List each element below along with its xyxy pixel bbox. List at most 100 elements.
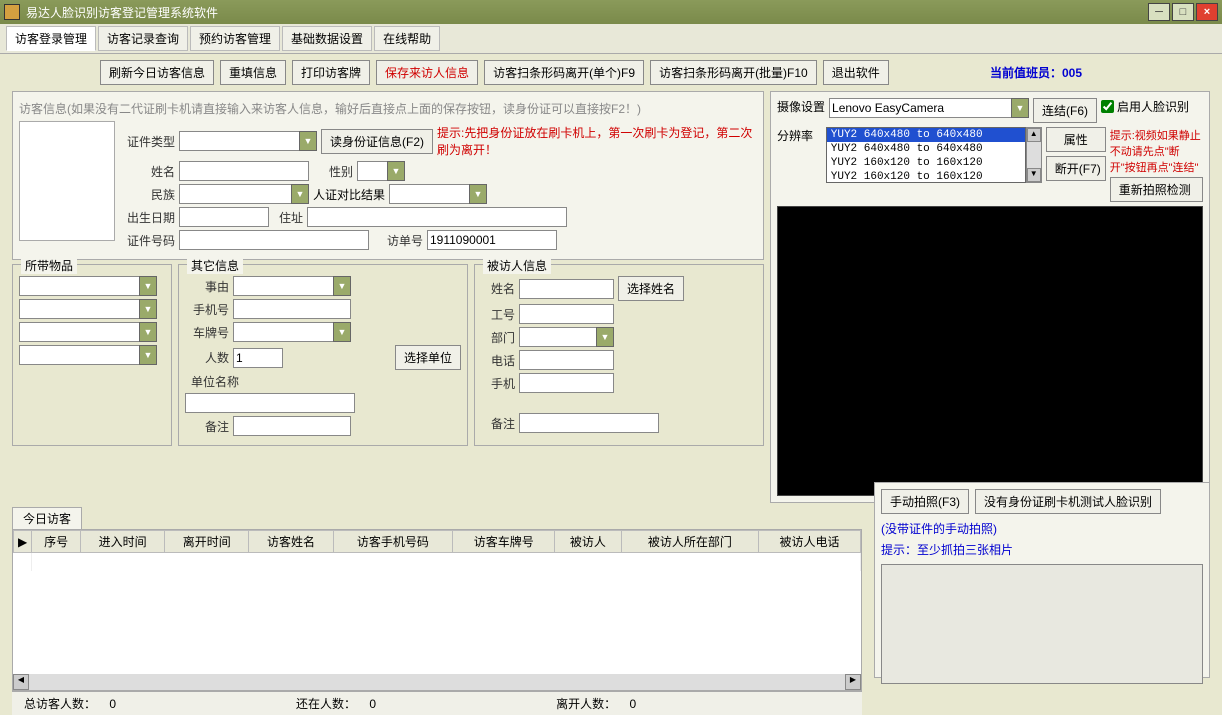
v-name-input[interactable] [519, 279, 614, 299]
face-result-dropdown[interactable]: ▼ [469, 184, 487, 204]
count-input[interactable] [233, 348, 283, 368]
col-enter[interactable]: 进入时间 [80, 531, 164, 553]
id-no-input[interactable] [179, 230, 369, 250]
v-empno-input[interactable] [519, 304, 614, 324]
name-input[interactable] [179, 161, 309, 181]
birth-input[interactable] [179, 207, 269, 227]
col-tel[interactable]: 被访人电话 [759, 531, 861, 553]
v-dept-dd[interactable]: ▼ [596, 327, 614, 347]
carry-input-1[interactable] [19, 276, 139, 296]
scan-single-button[interactable]: 访客扫条形码离开(单个)F9 [484, 60, 644, 85]
res-opt-1[interactable]: YUY2 640x480 to 640x480 [827, 142, 1025, 156]
cam-device-dd[interactable]: ▼ [1011, 98, 1029, 118]
disconnect-button[interactable]: 断开(F7) [1046, 156, 1106, 181]
carry-dd-2[interactable]: ▼ [139, 299, 157, 319]
close-button[interactable]: × [1196, 3, 1218, 21]
carry-input-3[interactable] [19, 322, 139, 342]
carry-input-4[interactable] [19, 345, 139, 365]
col-mobile[interactable]: 访客手机号码 [333, 531, 453, 553]
v-dept-input[interactable] [519, 327, 596, 347]
unit-label: 单位名称 [185, 373, 239, 390]
col-dept[interactable]: 被访人所在部门 [621, 531, 758, 553]
camera-panel: 摄像设置 ▼ 连结(F6) 启用人脸识别 分辨率 YUY2 640x480 to… [770, 91, 1210, 503]
remark-input[interactable] [233, 416, 351, 436]
unit-input[interactable] [185, 393, 355, 413]
resolution-list[interactable]: YUY2 640x480 to 640x480 YUY2 640x480 to … [826, 127, 1026, 183]
save-button[interactable]: 保存来访人信息 [376, 60, 478, 85]
manual-capture-button[interactable]: 手动拍照(F3) [881, 489, 969, 514]
refill-button[interactable]: 重填信息 [220, 60, 286, 85]
mobile-input[interactable] [233, 299, 351, 319]
menu-help[interactable]: 在线帮助 [374, 26, 440, 51]
refresh-button[interactable]: 刷新今日访客信息 [100, 60, 214, 85]
prop-button[interactable]: 属性 [1046, 127, 1106, 152]
id-type-dropdown[interactable]: ▼ [299, 131, 317, 151]
remark-label: 备注 [185, 418, 229, 435]
maximize-button[interactable]: □ [1172, 3, 1194, 21]
read-id-button[interactable]: 读身份证信息(F2) [321, 129, 433, 154]
col-seq[interactable]: 序号 [32, 531, 81, 553]
menu-reservation[interactable]: 预约访客管理 [190, 26, 280, 51]
v-mobile-input[interactable] [519, 373, 614, 393]
carry-dd-3[interactable]: ▼ [139, 322, 157, 342]
menu-base-data[interactable]: 基础数据设置 [282, 26, 372, 51]
col-car[interactable]: 访客车牌号 [453, 531, 555, 553]
address-input[interactable] [307, 207, 567, 227]
car-input[interactable] [233, 322, 333, 342]
carry-input-2[interactable] [19, 299, 139, 319]
face-result-input[interactable] [389, 184, 469, 204]
menu-visitor-query[interactable]: 访客记录查询 [98, 26, 188, 51]
exit-button[interactable]: 退出软件 [823, 60, 889, 85]
connect-button[interactable]: 连结(F6) [1033, 98, 1097, 123]
enable-face-checkbox[interactable]: 启用人脸识别 [1101, 98, 1189, 115]
other-group: 其它信息 事由▼ 手机号 车牌号▼ 人数选择单位 单位名称 备注 [178, 264, 468, 446]
id-type-label: 证件类型 [121, 133, 175, 150]
scan-batch-button[interactable]: 访客扫条形码离开(批量)F10 [650, 60, 817, 85]
visit-no-input[interactable] [427, 230, 557, 250]
gender-input[interactable] [357, 161, 387, 181]
v-remark-input[interactable] [519, 413, 659, 433]
car-label: 车牌号 [185, 324, 229, 341]
res-scrollbar[interactable]: ▲▼ [1026, 127, 1042, 183]
res-opt-0[interactable]: YUY2 640x480 to 640x480 [827, 128, 1025, 142]
cam-tip: 提示:视频如果静止不动请先点"断开"按钮再点"连结" [1110, 127, 1203, 175]
id-type-input[interactable] [179, 131, 299, 151]
menubar: 访客登录管理 访客记录查询 预约访客管理 基础数据设置 在线帮助 [0, 24, 1222, 54]
carry-dd-4[interactable]: ▼ [139, 345, 157, 365]
today-tab[interactable]: 今日访客 [12, 507, 82, 529]
minimize-button[interactable]: ─ [1148, 3, 1170, 21]
nation-dropdown[interactable]: ▼ [291, 184, 309, 204]
titlebar: 易达人脸识别访客登记管理系统软件 ─ □ × [0, 0, 1222, 24]
carry-dd-1[interactable]: ▼ [139, 276, 157, 296]
capture-panel: 手动拍照(F3) 没有身份证刷卡机测试人脸识别 (没带证件的手动拍照) 提示：至… [874, 482, 1210, 678]
col-name[interactable]: 访客姓名 [249, 531, 333, 553]
res-opt-2[interactable]: YUY2 160x120 to 160x120 [827, 156, 1025, 170]
res-opt-3[interactable]: YUY2 160x120 to 160x120 [827, 170, 1025, 183]
nation-input[interactable] [179, 184, 291, 204]
car-dd[interactable]: ▼ [333, 322, 351, 342]
in-value: 0 [369, 697, 376, 711]
out-value: 0 [629, 697, 636, 711]
photo-box [19, 121, 115, 241]
today-table: ▶ 序号 进入时间 离开时间 访客姓名 访客手机号码 访客车牌号 被访人 被访人… [12, 529, 862, 691]
face-result-label: 人证对比结果 [313, 186, 385, 203]
v-tel-input[interactable] [519, 350, 614, 370]
cam-device-input[interactable] [829, 98, 1011, 118]
col-visited[interactable]: 被访人 [555, 531, 621, 553]
v-name-label: 姓名 [481, 280, 515, 297]
menu-visitor-login[interactable]: 访客登录管理 [6, 26, 96, 51]
reason-input[interactable] [233, 276, 333, 296]
gender-label: 性别 [313, 163, 353, 180]
col-leave[interactable]: 离开时间 [165, 531, 249, 553]
retake-button[interactable]: 重新拍照检测 [1110, 177, 1203, 202]
capture-hint1: (没带证件的手动拍照) [881, 520, 1203, 537]
select-unit-button[interactable]: 选择单位 [395, 345, 461, 370]
select-name-button[interactable]: 选择姓名 [618, 276, 684, 301]
gender-dropdown[interactable]: ▼ [387, 161, 405, 181]
in-label: 还在人数： [296, 695, 356, 712]
reason-dd[interactable]: ▼ [333, 276, 351, 296]
test-face-button[interactable]: 没有身份证刷卡机测试人脸识别 [975, 489, 1161, 514]
print-button[interactable]: 打印访客牌 [292, 60, 370, 85]
v-mobile-label: 手机 [481, 375, 515, 392]
total-value: 0 [109, 697, 116, 711]
